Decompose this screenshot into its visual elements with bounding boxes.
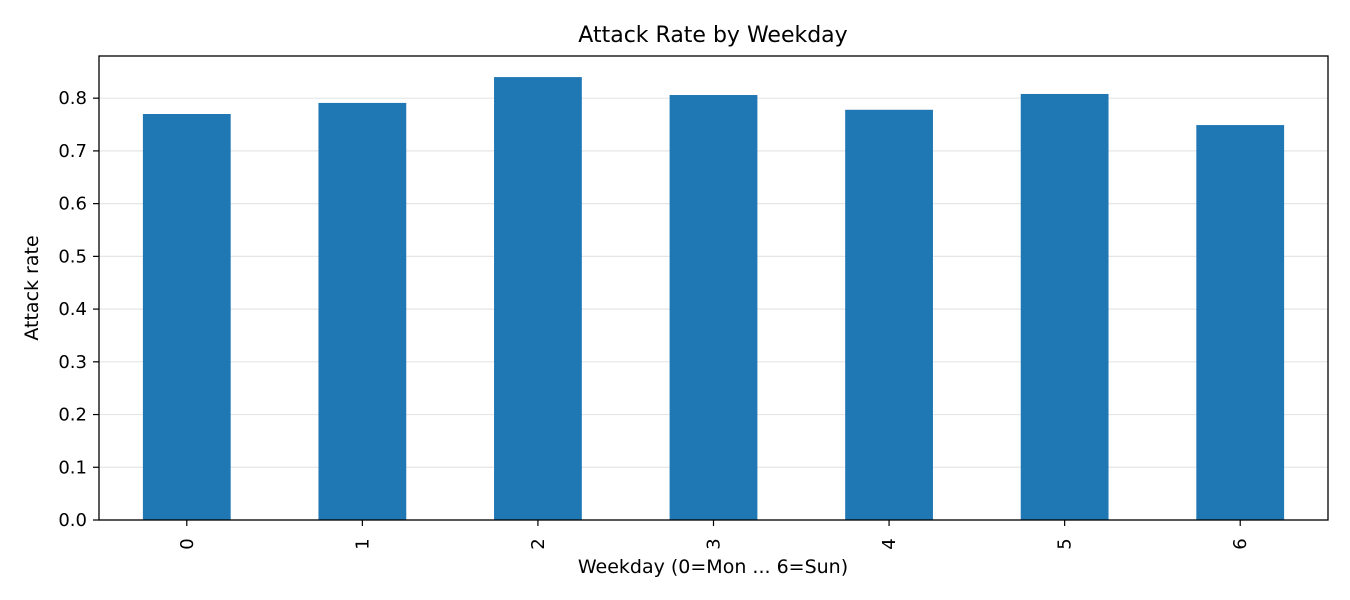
x-tick-label: 5 [1055, 538, 1076, 549]
bar-weekday-2 [494, 77, 582, 520]
x-tick-label: 4 [879, 538, 900, 549]
bar-weekday-3 [669, 95, 758, 520]
y-axis: 0.0 0.1 0.2 0.3 0.4 0.5 0.6 0.7 0.8 [58, 88, 99, 531]
x-tick-label: 0 [177, 538, 198, 549]
x-tick-label: 6 [1230, 538, 1251, 549]
x-tick-label: 1 [352, 538, 373, 549]
y-axis-label: Attack rate [21, 235, 43, 340]
bar-weekday-4 [845, 109, 933, 521]
y-tick-label: 0.5 [58, 246, 87, 267]
bars [142, 77, 1285, 521]
y-tick-label: 0.4 [58, 299, 87, 320]
y-tick-label: 0.1 [58, 457, 87, 478]
y-tick-label: 0.3 [58, 352, 87, 373]
y-tick-label: 0.2 [58, 405, 87, 426]
y-tick-label: 0.8 [58, 88, 87, 109]
chart-title: Attack Rate by Weekday [578, 23, 847, 48]
x-tick-label: 3 [704, 538, 725, 549]
x-axis-label: Weekday (0=Mon ... 6=Sun) [578, 556, 848, 578]
x-tick-label: 2 [528, 538, 549, 549]
bar-weekday-0 [142, 114, 231, 520]
bar-weekday-6 [1196, 125, 1285, 520]
y-tick-label: 0.6 [58, 194, 87, 215]
bar-weekday-5 [1020, 93, 1109, 521]
y-tick-label: 0.0 [58, 510, 87, 531]
bar-weekday-1 [318, 102, 407, 520]
y-tick-label: 0.7 [58, 141, 87, 162]
x-axis: 0 1 2 3 4 5 6 [177, 520, 1251, 550]
